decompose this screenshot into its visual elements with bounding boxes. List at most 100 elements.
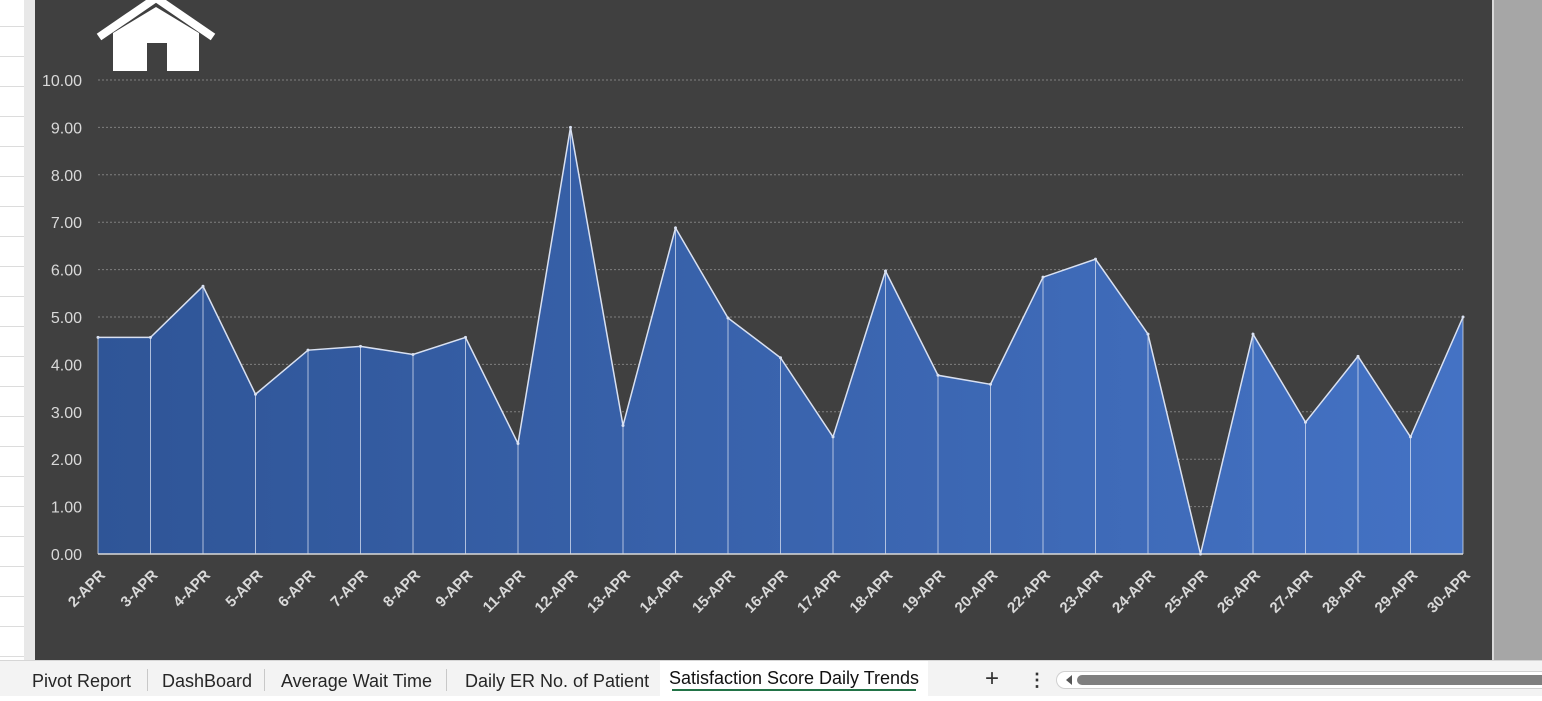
data-point [464, 335, 467, 339]
tab-label: Satisfaction Score Daily Trends [668, 668, 920, 688]
x-tick-label: 6-APR [275, 567, 319, 611]
tab-label: DashBoard [162, 671, 253, 691]
x-tick-label: 17-APR [794, 567, 844, 617]
row-gridline [0, 356, 24, 357]
row-gridline [0, 596, 24, 597]
tab-divider [264, 669, 265, 691]
x-tick-label: 9-APR [432, 567, 476, 611]
scrollbar-thumb[interactable] [1077, 675, 1542, 685]
row-gridline [0, 626, 24, 627]
data-point [516, 442, 520, 446]
x-tick-label: 28-APR [1319, 567, 1369, 617]
tab-average-wait-time[interactable]: Average Wait Time [267, 661, 446, 696]
x-tick-label: 19-APR [899, 567, 949, 617]
data-point [1409, 435, 1412, 439]
x-tick-label: 11-APR [480, 567, 529, 616]
x-tick-label: 18-APR [847, 567, 897, 617]
row-gridline [0, 386, 24, 387]
data-point [1041, 275, 1045, 279]
row-gridline [0, 656, 24, 657]
data-point [96, 335, 100, 339]
data-point [569, 125, 572, 129]
worksheet-row-gridlines [0, 0, 25, 660]
tab-dashboard[interactable]: DashBoard [148, 661, 266, 696]
tab-label: Pivot Report [32, 671, 132, 691]
row-gridline [0, 116, 24, 117]
x-tick-label: 15-APR [689, 567, 739, 617]
y-tick-label: 9.00 [51, 120, 82, 137]
y-tick-label: 3.00 [51, 405, 82, 422]
sheet-tab-bar: Pivot Report DashBoard Average Wait Time… [0, 660, 1542, 696]
data-point [726, 316, 730, 320]
y-tick-label: 6.00 [51, 263, 82, 280]
active-tab-underline [672, 689, 916, 691]
horizontal-scrollbar[interactable] [1056, 671, 1542, 689]
row-gridline [0, 176, 24, 177]
data-point [1251, 332, 1255, 336]
worksheet-column-strip [24, 0, 36, 660]
x-tick-label: 24-APR [1109, 567, 1159, 617]
row-gridline [0, 26, 24, 27]
y-tick-label: 10.00 [42, 73, 82, 90]
row-gridline [0, 266, 24, 267]
chart-area[interactable]: 0.00 1.00 2.00 3.00 4.00 5.00 6.00 7.00 8.00 9.00… [35, 0, 1492, 660]
data-point [306, 348, 310, 352]
data-point [1094, 257, 1097, 261]
x-tick-label: 12-APR [532, 567, 582, 617]
tab-daily-er-patients[interactable]: Daily ER No. of Patient [451, 661, 663, 696]
y-tick-label: 2.00 [51, 452, 82, 469]
x-tick-label: 30-APR [1424, 567, 1474, 617]
x-tick-label: 13-APR [584, 567, 634, 617]
row-gridline [0, 506, 24, 507]
scroll-left-icon[interactable] [1063, 674, 1075, 686]
row-gridline [0, 86, 24, 87]
row-gridline [0, 476, 24, 477]
tab-label: Daily ER No. of Patient [465, 671, 650, 691]
x-tick-label: 3-APR [117, 567, 161, 611]
y-tick-label: 8.00 [51, 168, 82, 185]
x-tick-label: 2-APR [65, 567, 109, 611]
x-tick-label: 7-APR [327, 567, 371, 611]
x-tick-label: 16-APR [742, 567, 792, 617]
data-point [254, 392, 257, 396]
row-gridline [0, 146, 24, 147]
x-tick-label: 26-APR [1214, 567, 1264, 617]
row-gridline [0, 446, 24, 447]
data-point [1199, 552, 1202, 556]
home-icon [96, 0, 216, 71]
tab-label: Average Wait Time [281, 671, 433, 691]
row-gridline [0, 326, 24, 327]
data-point [621, 424, 625, 428]
tab-divider [147, 669, 148, 691]
row-gridline [0, 566, 24, 567]
data-point [201, 284, 205, 288]
data-point [779, 356, 782, 360]
x-tick-label: 22-APR [1004, 567, 1054, 617]
x-tick-label: 29-APR [1372, 567, 1422, 617]
data-point [411, 352, 415, 356]
x-tick-label: 5-APR [222, 567, 266, 611]
home-button[interactable] [95, 0, 217, 74]
data-point [1356, 354, 1360, 358]
row-gridline [0, 56, 24, 57]
more-options-button[interactable]: ⋮ [1028, 670, 1046, 690]
tab-divider [446, 669, 447, 691]
y-tick-label: 7.00 [51, 215, 82, 232]
data-point [1304, 420, 1307, 424]
data-point [359, 344, 362, 348]
tab-satisfaction-score-trends[interactable]: Satisfaction Score Daily Trends [660, 661, 928, 696]
data-point [936, 373, 940, 377]
area-chart: 0.00 1.00 2.00 3.00 4.00 5.00 6.00 7.00 8.00 9.00… [42, 73, 1474, 617]
worksheet-gray-margin [1492, 0, 1542, 660]
x-tick-label: 27-APR [1267, 567, 1317, 617]
x-tick-label: 25-APR [1162, 567, 1212, 617]
tab-pivot-report[interactable]: Pivot Report [18, 661, 145, 696]
add-sheet-button[interactable]: + [984, 665, 999, 692]
data-point [884, 269, 887, 273]
x-tick-label: 20-APR [952, 567, 1002, 617]
area-series [98, 127, 1463, 555]
row-gridline [0, 296, 24, 297]
x-tick-label: 4-APR [170, 567, 214, 611]
x-tick-label: 14-APR [637, 567, 687, 617]
y-tick-label: 0.00 [51, 547, 82, 564]
